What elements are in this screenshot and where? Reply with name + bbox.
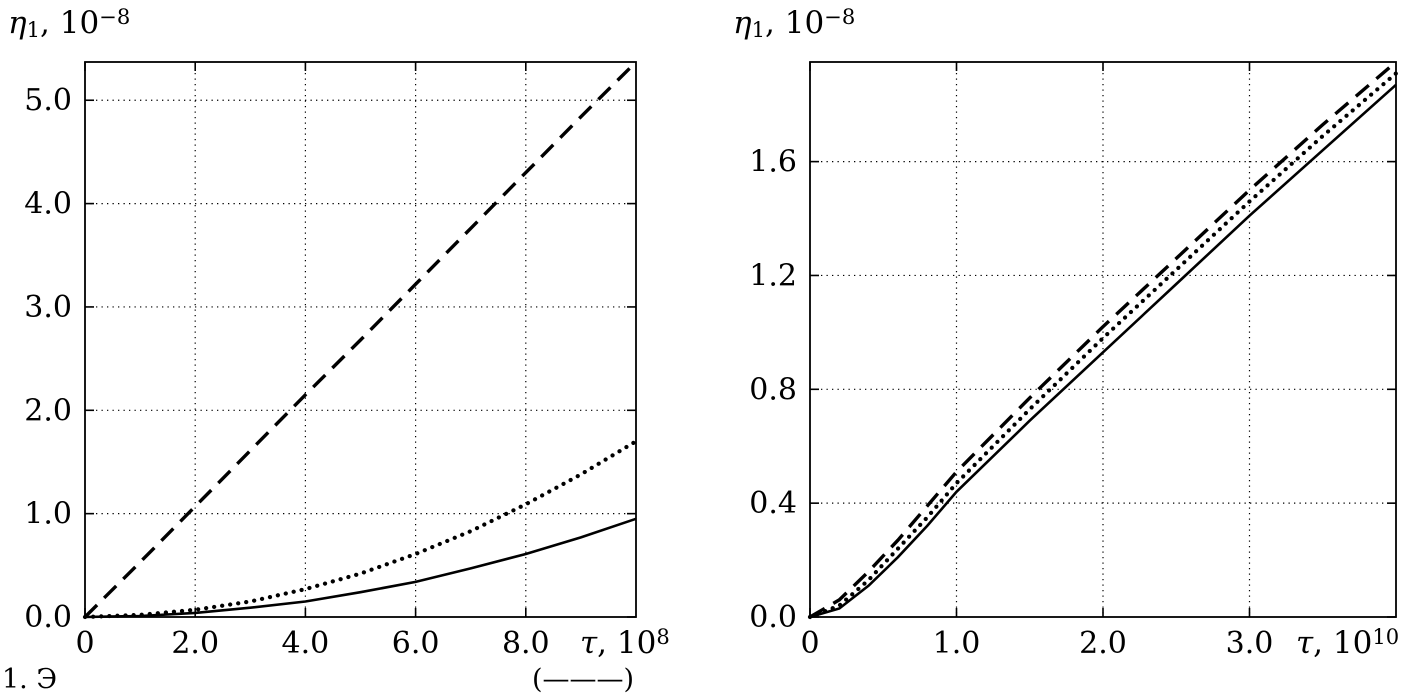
y-axis-label-left: η1, 10−8 — [8, 6, 130, 40]
eta-symbol: η — [8, 5, 27, 41]
y-tick-label: 1.0 — [24, 497, 72, 532]
x-axis-label-left: τ, 108 — [580, 626, 670, 659]
x-tick-label: 3.0 — [1226, 626, 1274, 661]
y-axis-label-right: η1, 10−8 — [733, 6, 855, 40]
y-tick-label: 0.8 — [749, 372, 797, 407]
y-tick-label: 3.0 — [24, 290, 72, 325]
power-base: 10 — [616, 625, 657, 661]
plot-frame — [84, 61, 637, 618]
tau-symbol: τ — [580, 625, 598, 661]
eta-subscript: 1 — [26, 17, 40, 42]
plots-svg: 0 2.0 4.0 6.0 8.0 0.0 1.0 2.0 3.0 4.0 5.0 0 1.0 2.0 3.… — [24, 60, 1399, 661]
series-line-dashed — [809, 60, 1398, 619]
figure-canvas: 0 2.0 4.0 6.0 8.0 0.0 1.0 2.0 3.0 4.0 5.0 0 1.0 2.0 3.… — [2, 5, 1400, 693]
x-tick-label: 1.0 — [933, 626, 981, 661]
power-exponent: 10 — [1372, 624, 1400, 649]
y-tick-label: 0.4 — [749, 486, 797, 521]
label-separator: , — [765, 5, 785, 41]
label-separator: , — [597, 625, 617, 661]
x-tick-label: 0 — [75, 626, 94, 661]
y-tick-label: 1.6 — [749, 145, 797, 180]
y-tick-label: 2.0 — [24, 393, 72, 428]
label-separator: , — [1313, 625, 1333, 661]
x-tick-label: 8.0 — [502, 626, 550, 661]
y-tick-label: 0.0 — [24, 600, 72, 635]
tau-symbol: τ — [1296, 625, 1314, 661]
y-tick-label: 5.0 — [24, 83, 72, 118]
y-tick-label: 1.2 — [749, 258, 797, 293]
series-line-dotted — [807, 71, 1399, 620]
x-axis-label-right: τ, 1010 — [1296, 626, 1399, 659]
power-exponent: 8 — [656, 624, 670, 649]
caption-fragment-left: 1. Э — [2, 664, 58, 695]
series-line-dotted — [82, 439, 639, 620]
x-tick-label: 6.0 — [392, 626, 440, 661]
power-exponent: −8 — [99, 4, 131, 29]
x-tick-label: 2.0 — [1079, 626, 1127, 661]
series-line-solid — [84, 517, 637, 619]
series-line-dashed — [83, 60, 638, 619]
power-exponent: −8 — [824, 4, 856, 29]
eta-symbol: η — [733, 5, 752, 41]
power-base: 10 — [1332, 625, 1373, 661]
label-separator: , — [40, 5, 60, 41]
y-tick-label: 0.0 — [749, 600, 797, 635]
x-tick-label: 4.0 — [282, 626, 330, 661]
x-tick-label: 0 — [800, 626, 819, 661]
plot-frame — [809, 61, 1397, 618]
power-base: 10 — [59, 5, 100, 41]
eta-subscript: 1 — [751, 17, 765, 42]
x-tick-label: 2.0 — [171, 626, 219, 661]
power-base: 10 — [784, 5, 825, 41]
y-tick-label: 4.0 — [24, 187, 72, 222]
series-line-solid — [809, 83, 1397, 619]
caption-fragment-mid: (———) — [532, 664, 635, 695]
